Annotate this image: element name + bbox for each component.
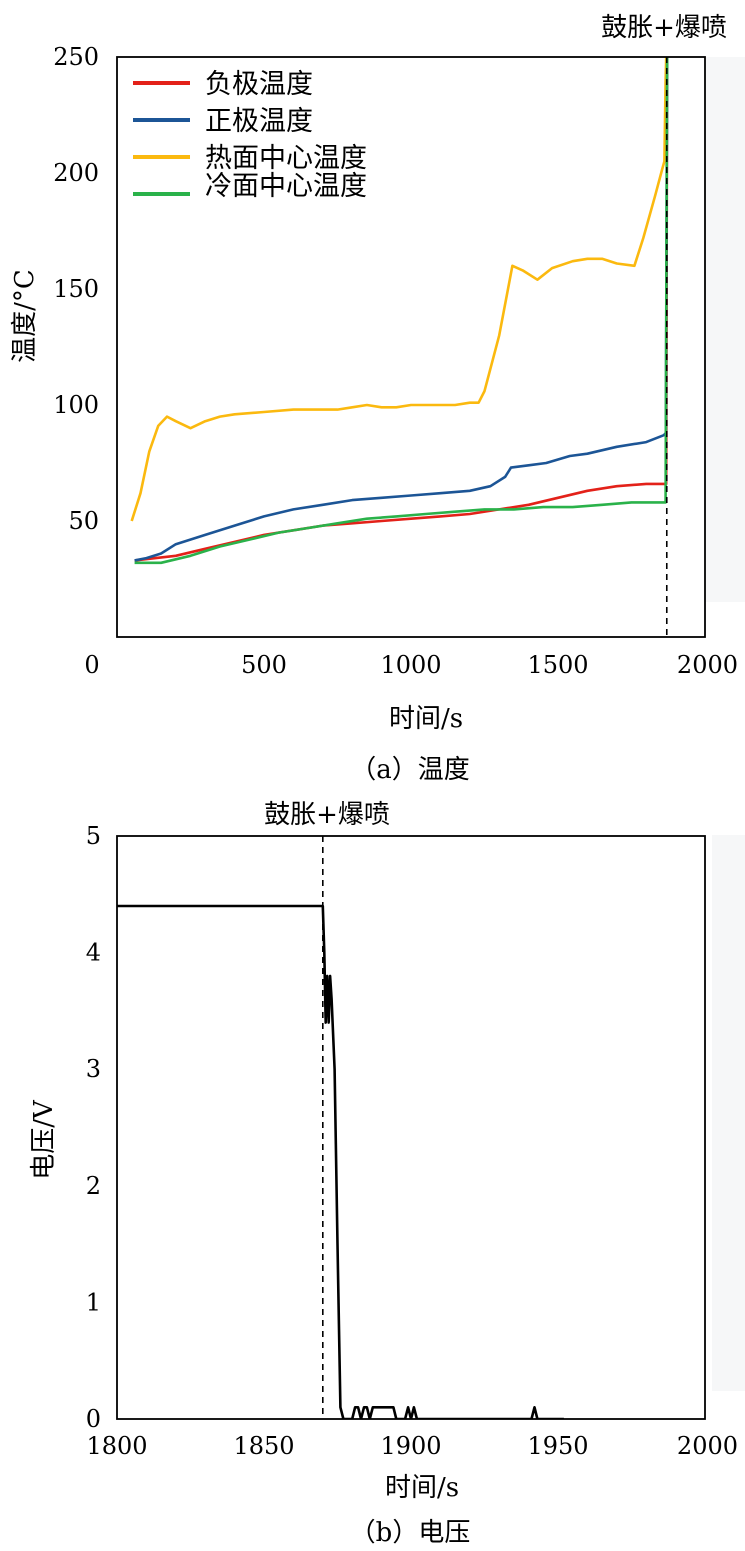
- legend-label-positive: 正极温度: [205, 106, 313, 137]
- voltage-chart: 0 1 2 3 4 5 1800 1850 1900 1950 2000 鼓胀+爆喷 时间/s 电…: [29, 800, 745, 1548]
- x-tick-label: 1850: [233, 1432, 294, 1460]
- y-axis-ticks: 50 100 150 200 250: [53, 43, 99, 535]
- y-tick-label: 50: [68, 507, 99, 535]
- plot-frame: [116, 56, 706, 638]
- legend: 负极温度 正极温度 热面中心温度 冷面中心温度: [133, 69, 367, 202]
- y-axis-title: 温度/°C: [10, 269, 40, 363]
- legend-label-hot-face: 热面中心温度: [205, 143, 367, 174]
- x-tick-label: 2000: [677, 651, 738, 679]
- plot-frame: [116, 835, 706, 1420]
- x-tick-label: 1000: [380, 651, 441, 679]
- y-tick-label: 0: [86, 1405, 101, 1433]
- y-tick-label: 100: [53, 391, 99, 419]
- series-line-4: [134, 57, 669, 565]
- y-tick-label: 1: [86, 1288, 101, 1316]
- y-tick-label: 250: [53, 43, 99, 71]
- event-label: 鼓胀+爆喷: [264, 800, 390, 830]
- x-tick-label: 1950: [527, 1432, 588, 1460]
- side-shade: [712, 835, 745, 1391]
- y-tick-label: 150: [53, 275, 99, 303]
- x-axis-ticks: 1800 1850 1900 1950 2000: [86, 1432, 738, 1460]
- x-tick-label: 1900: [380, 1432, 441, 1460]
- x-tick-label: 0: [84, 651, 99, 679]
- y-tick-label: 3: [86, 1055, 101, 1083]
- x-tick-label: 500: [241, 651, 287, 679]
- y-tick-label: 200: [53, 159, 99, 187]
- y-tick-label: 2: [86, 1172, 101, 1200]
- caption-b: （b）电压: [350, 1518, 471, 1548]
- series-line-2: [134, 57, 669, 562]
- legend-label-cold-face: 冷面中心温度: [205, 171, 367, 202]
- voltage-series-layer: [117, 904, 564, 1419]
- x-axis-ticks: 0 500 1000 1500 2000: [84, 651, 738, 679]
- y-axis-ticks: 0 1 2 3 4 5: [86, 822, 101, 1433]
- y-tick-label: 5: [86, 822, 101, 850]
- x-axis-title: 时间/s: [385, 1473, 459, 1503]
- legend-label-negative: 负极温度: [205, 69, 313, 100]
- series-line-1: [117, 904, 564, 1419]
- temperature-series-layer: [130, 57, 669, 565]
- x-tick-label: 1500: [527, 651, 588, 679]
- y-axis-title: 电压/V: [29, 1099, 59, 1180]
- temperature-chart: 50 100 150 200 250 0 500 1000 1500 2000 负极温度 正极温…: [10, 13, 745, 785]
- x-tick-label: 2000: [677, 1432, 738, 1460]
- side-shade: [706, 57, 745, 602]
- caption-a: （a）温度: [350, 755, 470, 785]
- event-label: 鼓胀+爆喷: [601, 13, 727, 43]
- x-tick-label: 1800: [86, 1432, 147, 1460]
- x-axis-title: 时间/s: [389, 704, 463, 734]
- y-tick-label: 4: [86, 939, 101, 967]
- series-line-3: [130, 57, 668, 522]
